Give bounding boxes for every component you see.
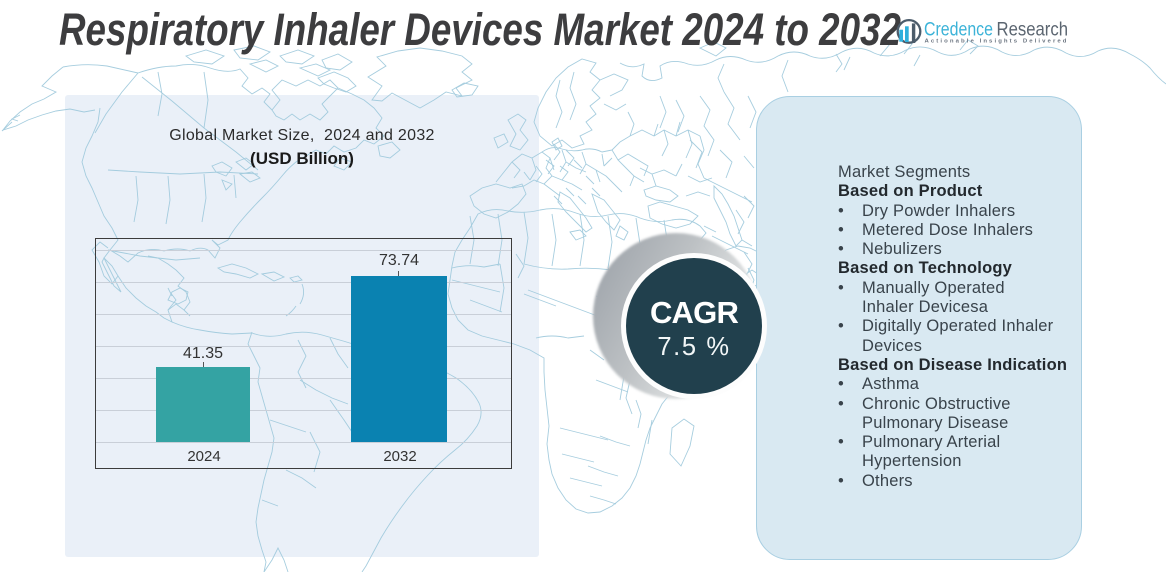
- svg-text:Research: Research: [997, 19, 1069, 41]
- svg-text:Actionable Insights Delivered: Actionable Insights Delivered: [925, 39, 1069, 45]
- svg-text:Credence: Credence: [924, 19, 993, 41]
